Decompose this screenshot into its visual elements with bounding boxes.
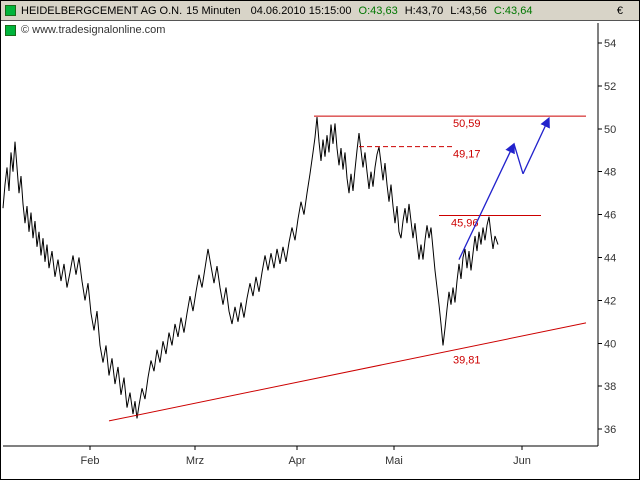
- trend-line-label: 39,81: [453, 354, 481, 366]
- x-axis-label: Jun: [513, 455, 531, 467]
- y-axis-label: 42: [604, 295, 616, 307]
- chart-interval: 15 Minuten: [186, 4, 241, 17]
- x-axis-label: Mai: [385, 455, 403, 467]
- price-line: [2, 116, 499, 419]
- title-bar: HEIDELBERGCEMENT AG O.N. 15 Minuten 04.0…: [1, 1, 639, 21]
- level-label: 49,17: [453, 149, 481, 161]
- projection-arrow[interactable]: [458, 142, 515, 260]
- y-axis-label: 36: [604, 424, 616, 436]
- y-axis-label: 44: [604, 253, 616, 265]
- x-axis-label: Feb: [81, 455, 100, 467]
- y-axis-label: 46: [604, 210, 616, 222]
- level-label: 45,96: [451, 218, 479, 230]
- x-axis-label: Mrz: [186, 455, 204, 467]
- projection-arrow[interactable]: [513, 143, 524, 174]
- x-axis-label: Apr: [288, 455, 305, 467]
- y-axis-label: 54: [604, 38, 616, 50]
- ohlc-open: O:43,63: [358, 4, 398, 17]
- ohlc-low: L:43,56: [450, 4, 487, 17]
- ohlc-high: H:43,70: [404, 4, 444, 17]
- currency-label: €: [616, 4, 623, 17]
- projection-arrow[interactable]: [522, 116, 550, 175]
- watermark: © www.tradesignalonline.com: [5, 24, 165, 36]
- y-axis-label: 38: [604, 381, 616, 393]
- level-label: 50,59: [453, 118, 481, 130]
- bar-datetime: 04.06.2010 15:15:00: [250, 4, 352, 17]
- y-axis-label: 48: [604, 167, 616, 179]
- watermark-text: © www.tradesignalonline.com: [21, 24, 166, 36]
- y-axis-label: 40: [604, 338, 616, 350]
- instrument-icon: [5, 5, 16, 16]
- trend-line[interactable]: [108, 322, 587, 422]
- watermark-icon: [5, 24, 16, 36]
- ohlc-close: C:43,64: [493, 4, 533, 17]
- y-axis-label: 52: [604, 81, 616, 93]
- y-axis-label: 50: [604, 124, 616, 136]
- instrument-name: HEIDELBERGCEMENT AG O.N.: [21, 4, 183, 17]
